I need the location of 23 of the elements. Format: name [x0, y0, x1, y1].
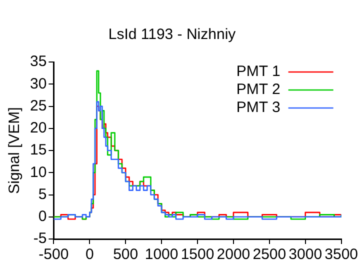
y-tick-label: 30 [30, 75, 47, 92]
y-tick-label: 35 [30, 53, 47, 70]
y-tick-label: 5 [38, 186, 47, 203]
y-tick-label: 0 [38, 208, 47, 226]
y-tick-label: -5 [33, 230, 47, 248]
x-tick-label: 1500 [180, 246, 214, 264]
x-tick-label: 3500 [324, 246, 358, 264]
x-tick-label: 2500 [252, 246, 286, 264]
y-tick-label: 25 [30, 97, 47, 114]
chart-title: LsId 1193 - Nizhniy [108, 26, 236, 44]
legend-label: PMT 2 [236, 81, 280, 98]
x-tick-label: 1000 [144, 246, 178, 264]
y-tick-label: 10 [30, 164, 47, 181]
y-tick-label: 15 [30, 142, 47, 159]
legend-label: PMT 3 [236, 99, 280, 116]
x-tick-label: -500 [38, 246, 69, 264]
y-axis-title: Signal [VEM] [6, 107, 24, 194]
y-tick-label: 20 [30, 120, 47, 137]
legend-label: PMT 1 [236, 63, 280, 80]
x-tick-label: 0 [85, 246, 94, 264]
x-tick-label: 500 [113, 246, 138, 264]
x-tick-label: 2000 [216, 246, 250, 264]
x-tick-label: 3000 [288, 246, 322, 264]
